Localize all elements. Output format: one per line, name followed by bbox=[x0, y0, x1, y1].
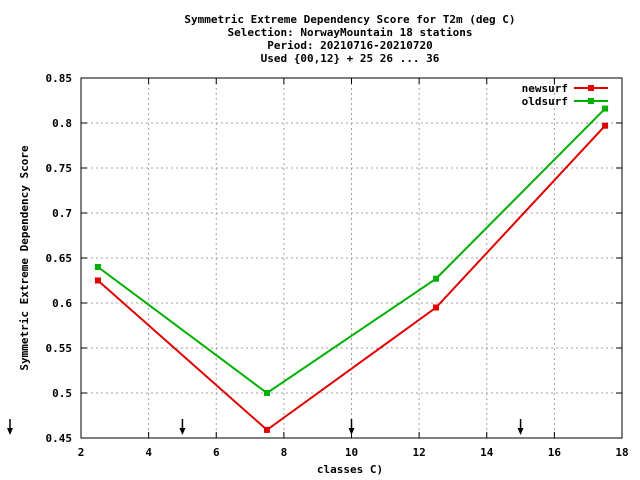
arrow-head bbox=[7, 428, 13, 435]
data-point bbox=[94, 264, 101, 270]
tick-labels: 2 4 6 8 10 12 14 16 18 0.45 0.5 0.55 0.6 0.65 0.7 0.75 0… bbox=[46, 72, 629, 459]
x-tick-label: 12 bbox=[413, 446, 426, 459]
x-tick-label: 8 bbox=[281, 446, 288, 459]
data-point bbox=[94, 277, 101, 284]
x-tick-label: 6 bbox=[213, 446, 220, 459]
down-arrow-icon bbox=[517, 419, 524, 435]
legend-marker bbox=[588, 98, 594, 104]
y-tick-label: 0.5 bbox=[52, 387, 72, 400]
title-line-1: Symmetric Extreme Dependency Score for T… bbox=[184, 13, 515, 26]
legend-label: newsurf bbox=[522, 82, 568, 95]
x-tick-label: 16 bbox=[548, 446, 562, 459]
data-point bbox=[263, 426, 270, 433]
series-oldsurf bbox=[94, 105, 609, 396]
data-point bbox=[433, 304, 440, 311]
legend-label: oldsurf bbox=[522, 95, 568, 108]
y-tick-label: 0.55 bbox=[46, 342, 73, 355]
class-boundary-arrows bbox=[7, 419, 524, 435]
x-axis-label: classes C) bbox=[317, 463, 383, 476]
grid bbox=[81, 78, 622, 438]
arrow-head bbox=[179, 428, 186, 435]
data-point bbox=[263, 390, 270, 396]
data-series bbox=[94, 105, 609, 433]
x-tick-label: 2 bbox=[78, 446, 85, 459]
data-point bbox=[433, 275, 440, 282]
x-tick-label: 18 bbox=[615, 446, 628, 459]
data-point bbox=[602, 122, 609, 129]
arrow-head bbox=[348, 428, 355, 435]
series-line bbox=[97, 107, 606, 395]
x-tick-label: 10 bbox=[345, 446, 358, 459]
y-tick-label: 0.6 bbox=[52, 297, 72, 310]
arrow-head bbox=[517, 428, 524, 435]
title-line-2: Selection: NorwayMountain 18 stations bbox=[227, 26, 472, 39]
y-tick-label: 0.85 bbox=[46, 72, 73, 85]
down-arrow-icon bbox=[7, 419, 13, 435]
title-line-3: Period: 20210716-20210720 bbox=[267, 39, 433, 52]
chart-title: Symmetric Extreme Dependency Score for T… bbox=[184, 13, 515, 65]
down-arrow-icon bbox=[348, 419, 355, 435]
y-axis-label: Symmetric Extreme Dependency Score bbox=[18, 145, 31, 371]
data-point bbox=[602, 105, 609, 112]
y-tick-label: 0.8 bbox=[52, 117, 72, 130]
legend-marker bbox=[588, 85, 594, 91]
x-tick-label: 14 bbox=[480, 446, 494, 459]
title-line-4: Used {00,12} + 25 26 ... 36 bbox=[261, 52, 440, 65]
y-tick-label: 0.65 bbox=[46, 252, 73, 265]
y-tick-label: 0.7 bbox=[52, 207, 72, 220]
series-newsurf bbox=[94, 122, 609, 433]
plot-frame bbox=[80, 77, 623, 439]
down-arrow-icon bbox=[179, 419, 186, 435]
y-tick-label: 0.75 bbox=[46, 162, 73, 175]
series-line bbox=[97, 125, 606, 432]
x-tick-label: 4 bbox=[145, 446, 152, 459]
y-tick-label: 0.45 bbox=[46, 432, 73, 445]
